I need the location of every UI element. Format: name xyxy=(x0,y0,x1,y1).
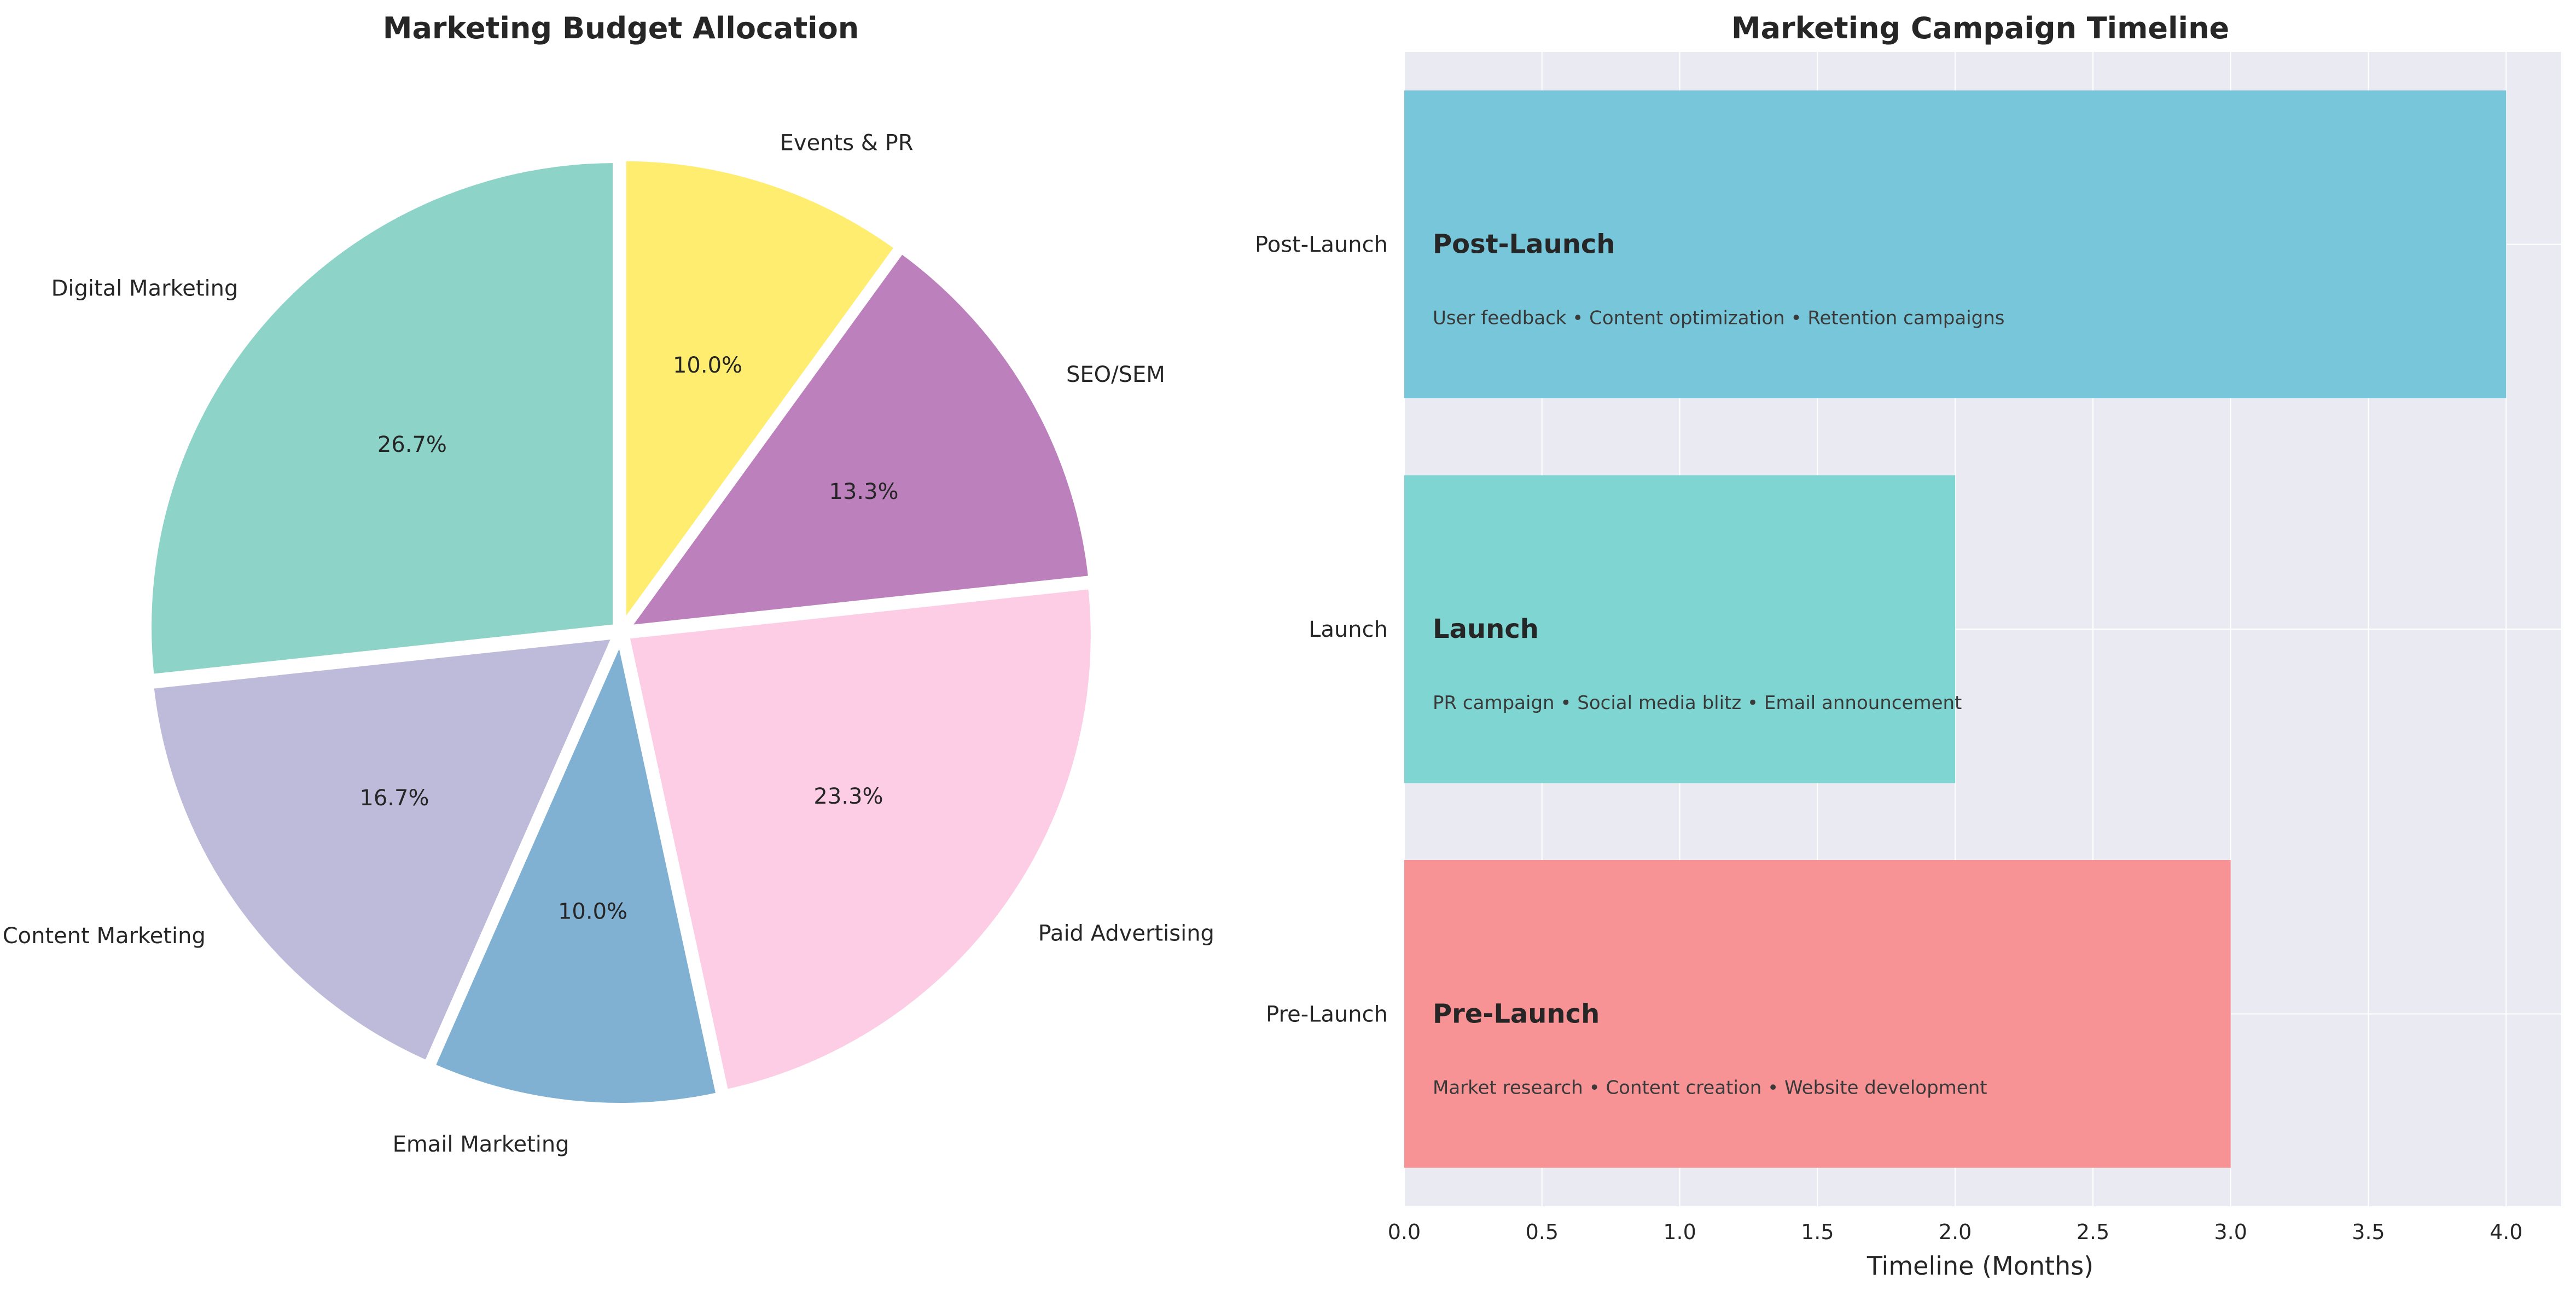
timeline-chart-panel: Marketing Campaign Timeline Pre-Launch Ma… xyxy=(1255,11,2561,1281)
x-tick-label: 2.0 xyxy=(1939,1220,1972,1244)
y-tick-label: Pre-Launch xyxy=(1266,1002,1388,1027)
pie-slice-email-marketing xyxy=(428,635,723,1109)
x-tick-label: 0.0 xyxy=(1388,1220,1421,1244)
pie-percent-label: 10.0% xyxy=(558,899,627,924)
pie-labels: 10.0% Events & PR 13.3% SEO/SEM 23.3% Paid Ad… xyxy=(3,131,1214,1157)
x-tick-label: 0.5 xyxy=(1526,1220,1559,1244)
x-tick-label: 1.5 xyxy=(1801,1220,1834,1244)
pie-category-label-content-marketing: Content Marketing xyxy=(3,923,206,949)
timeline-bar-launch xyxy=(1404,475,1956,783)
pie-percent-label: 26.7% xyxy=(377,432,447,457)
x-tick-label: 1.0 xyxy=(1663,1220,1696,1244)
pie-category-label-seo-sem: SEO/SEM xyxy=(1066,362,1165,387)
pie-slice-seo-sem xyxy=(623,247,1095,632)
y-tick-label: Post-Launch xyxy=(1255,233,1388,258)
x-tick-label: 4.0 xyxy=(2490,1220,2522,1244)
pie-slice-events-pr xyxy=(619,154,902,629)
timeline-bar-pre-launch xyxy=(1404,860,2231,1168)
bar-phase-description: User feedback • Content optimization • R… xyxy=(1433,307,2005,329)
x-tick-label: 3.5 xyxy=(2352,1220,2385,1244)
pie-percent-label: 10.0% xyxy=(673,353,742,378)
pie-slice-paid-advertising xyxy=(623,582,1097,1096)
pie-percent-label: 23.3% xyxy=(813,784,883,809)
pie-slices xyxy=(145,154,1097,1109)
bar-phase-title: Post-Launch xyxy=(1433,229,1615,260)
timeline-chart-title: Marketing Campaign Timeline xyxy=(1731,11,2229,45)
pie-chart-panel: Marketing Budget Allocation 10.0% Events … xyxy=(3,11,1214,1157)
timeline-bars: Pre-Launch Market research • Content crea… xyxy=(1404,90,2507,1168)
x-tick-label: 2.5 xyxy=(2077,1220,2109,1244)
pie-category-label-email-marketing: Email Marketing xyxy=(393,1132,569,1157)
pie-category-label-paid-advertising: Paid Advertising xyxy=(1038,921,1214,946)
bar-phase-title: Pre-Launch xyxy=(1433,998,1600,1029)
pie-slice-content-marketing xyxy=(147,632,619,1067)
pie-percent-label: 16.7% xyxy=(359,786,429,811)
pie-percent-label: 13.3% xyxy=(829,479,898,504)
x-tick-label: 3.0 xyxy=(2214,1220,2247,1244)
pie-category-label-events-pr: Events & PR xyxy=(780,131,914,156)
pie-slice-digital-marketing xyxy=(145,156,620,681)
bar-phase-description: Market research • Content creation • Web… xyxy=(1433,1077,1987,1099)
pie-chart-title: Marketing Budget Allocation xyxy=(383,11,859,45)
bar-phase-description: PR campaign • Social media blitz • Email… xyxy=(1433,692,1962,714)
y-tick-label: Launch xyxy=(1309,617,1388,642)
bar-phase-title: Launch xyxy=(1433,614,1539,644)
pie-category-label-digital-marketing: Digital Marketing xyxy=(51,276,239,301)
x-axis-ticks: 0.0 0.5 1.0 1.5 2.0 2.5 3.0 3.5 4.0 xyxy=(1388,1220,2523,1244)
timeline-bar-post-launch xyxy=(1404,90,2507,399)
x-axis-label: Timeline (Months) xyxy=(1866,1251,2094,1281)
y-axis-ticks: Pre-Launch Launch Post-Launch xyxy=(1255,233,1388,1027)
